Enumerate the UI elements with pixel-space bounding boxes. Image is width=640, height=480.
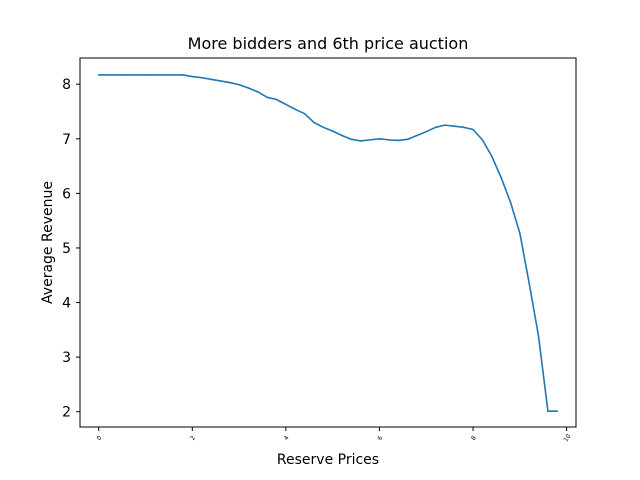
data-point (238, 83, 240, 86)
plot-area (97, 74, 559, 412)
data-point (303, 112, 306, 115)
data-point (519, 232, 521, 235)
data-point (462, 126, 465, 129)
data-point (247, 87, 250, 89)
data-point (359, 140, 362, 142)
data-point (406, 138, 409, 141)
data-point (509, 201, 512, 203)
y-axis-label: Average Revenue (40, 181, 56, 304)
data-point (116, 74, 119, 76)
y-tick-label: 2 (62, 405, 71, 421)
x-tick-label: 8 (470, 434, 478, 441)
data-point (266, 96, 268, 99)
data-point (191, 75, 194, 78)
data-point (416, 134, 418, 137)
data-point (350, 138, 353, 141)
data-point (97, 74, 100, 76)
data-point (537, 335, 540, 338)
data-point (397, 139, 399, 142)
data-point (331, 130, 334, 132)
data-point (163, 74, 166, 76)
data-point (144, 74, 147, 76)
data-point (313, 121, 315, 124)
y-tick-label: 7 (62, 132, 71, 148)
chart-title: More bidders and 6th price auction (188, 34, 469, 53)
data-point (257, 91, 259, 93)
x-axis-label: Reserve Prices (277, 452, 379, 468)
data-point (182, 74, 184, 76)
data-point (294, 108, 297, 111)
data-point (228, 81, 231, 84)
data-point (200, 76, 203, 79)
x-tick-label: 4 (283, 434, 291, 441)
data-point (172, 74, 175, 76)
data-point (472, 128, 474, 131)
data-point (378, 137, 381, 140)
data-point (490, 155, 493, 158)
y-tick-label: 6 (62, 186, 71, 202)
data-point (369, 139, 371, 141)
data-point (481, 139, 484, 141)
data-point (528, 282, 531, 285)
data-point (210, 78, 212, 81)
data-point (453, 125, 456, 128)
data-point (500, 176, 502, 179)
data-point (125, 74, 128, 76)
data-point (285, 103, 287, 106)
x-tick-label: 10 (562, 433, 572, 443)
x-tick-label: 6 (376, 434, 384, 441)
data-point (388, 139, 390, 141)
data-point (547, 410, 549, 412)
data-point (154, 74, 156, 76)
plot-frame (79, 57, 577, 428)
y-axis: 2 3 4 5 6 7 8 (62, 77, 80, 421)
y-tick-label: 5 (62, 241, 71, 257)
data-point (135, 74, 137, 76)
y-tick-label: 3 (62, 350, 71, 366)
y-tick-label: 4 (62, 296, 71, 312)
data-point (425, 130, 428, 133)
x-tick-label: 2 (189, 434, 197, 441)
data-point (322, 126, 325, 129)
y-tick-label: 8 (62, 77, 71, 93)
series-line (98, 74, 558, 412)
data-point (275, 98, 278, 101)
x-tick-label: 0 (96, 434, 104, 441)
data-point (434, 126, 437, 129)
data-point (107, 74, 109, 76)
data-point (444, 124, 446, 126)
data-point (341, 134, 343, 137)
data-point (556, 410, 559, 412)
x-axis: 0 2 4 6 8 10 (96, 427, 573, 443)
data-point (219, 80, 222, 82)
